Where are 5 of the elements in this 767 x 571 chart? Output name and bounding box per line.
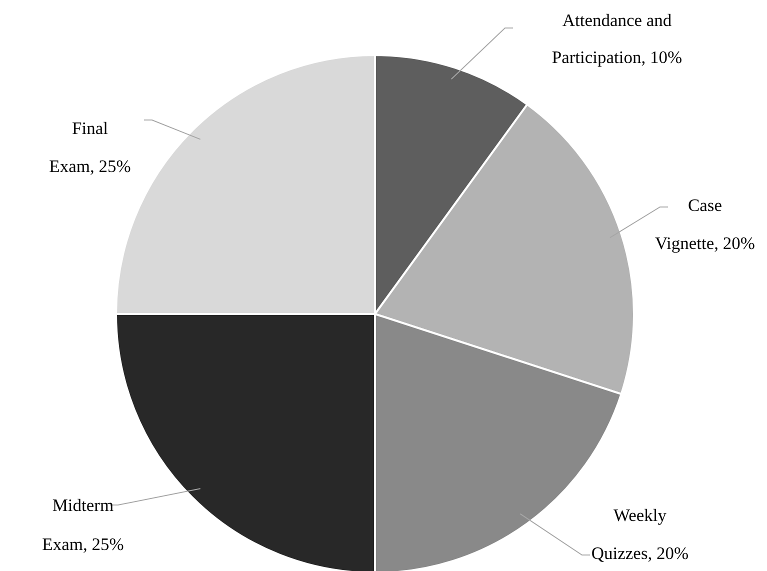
slice-label: Case Vignette, 20% <box>654 195 756 253</box>
slice-label: Final Exam, 25% <box>49 118 131 176</box>
slice-label: Attendance and Participation, 10% <box>552 10 682 67</box>
slice-label: Weekly Quizzes, 20% <box>591 505 689 563</box>
slice-label: Midterm Exam, 25% <box>42 495 124 554</box>
